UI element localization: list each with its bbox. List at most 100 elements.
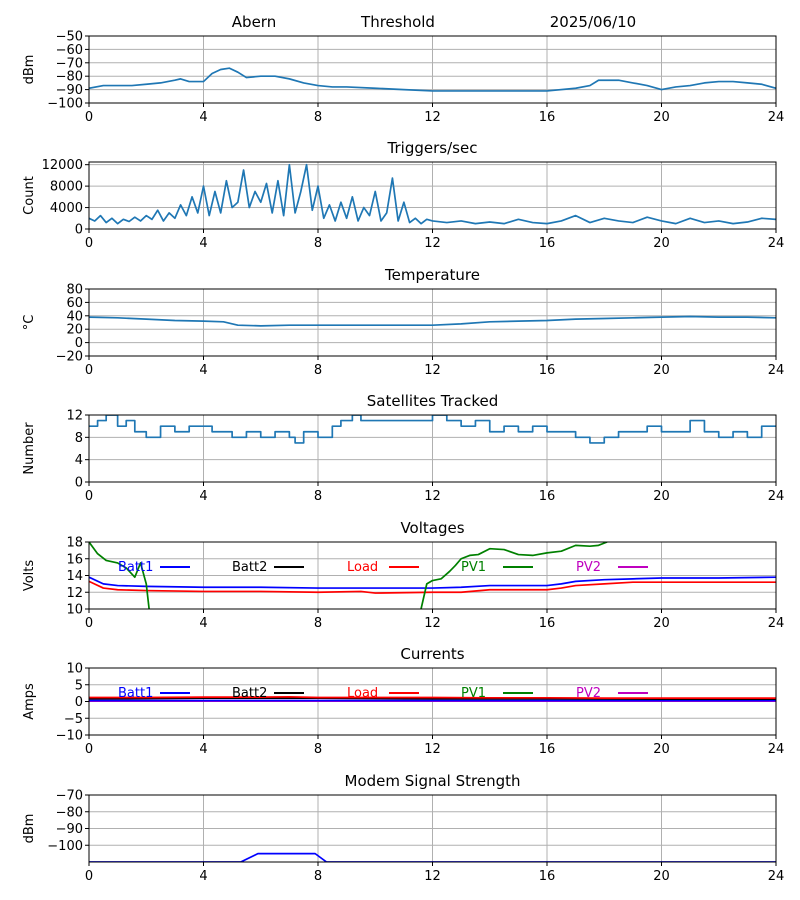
chart-title: Currents <box>400 645 464 663</box>
x-tick-label: 12 <box>424 489 441 504</box>
chart-title: Triggers/sec <box>387 139 478 157</box>
legend-label-batt1: Batt1 <box>118 560 153 575</box>
x-tick-label: 4 <box>199 489 207 504</box>
y-tick-label: 4 <box>75 453 83 468</box>
y-axis-label: dBm <box>22 55 37 85</box>
series-group <box>89 163 776 225</box>
y-tick-label: −100 <box>47 97 83 112</box>
x-tick-label: 16 <box>539 869 556 884</box>
x-tick-label: 24 <box>768 616 785 631</box>
y-tick-label: 20 <box>66 323 83 338</box>
x-tick-label: 8 <box>314 616 322 631</box>
series-group <box>89 542 776 609</box>
x-tick-label: 24 <box>768 742 785 757</box>
y-tick-label: 80 <box>66 283 83 298</box>
x-tick-label: 12 <box>424 363 441 378</box>
x-tick-label: 0 <box>85 616 93 631</box>
series-line-temperature <box>89 315 776 327</box>
series-line-load <box>89 580 776 594</box>
x-tick-label: 4 <box>199 616 207 631</box>
y-tick-label: 5 <box>75 678 83 693</box>
y-axis-label: Volts <box>22 560 37 592</box>
y-tick-label: −80 <box>56 70 83 85</box>
panel-triggers: 0 4 8 12 16 20 24 0 4000 8000 12000 Triggers/sec Cou… <box>22 139 784 251</box>
series-line-threshold <box>89 67 776 92</box>
header-mode: Threshold <box>360 13 435 31</box>
x-tick-label: 24 <box>768 489 785 504</box>
y-tick-label: 18 <box>66 536 83 551</box>
x-tick-label: 0 <box>85 489 93 504</box>
chart-title: Satellites Tracked <box>367 392 498 410</box>
y-tick-label: 40 <box>66 309 83 324</box>
x-tick-label: 8 <box>314 489 322 504</box>
x-tick-label: 12 <box>424 742 441 757</box>
x-tick-label: 16 <box>539 489 556 504</box>
y-tick-label: −70 <box>56 56 83 71</box>
x-tick-label: 24 <box>768 110 785 125</box>
y-tick-label: 8000 <box>50 180 83 195</box>
x-tick-label: 20 <box>653 363 670 378</box>
y-tick-label: 8 <box>75 431 83 446</box>
legend-label-load: Load <box>347 686 378 701</box>
y-axis-label: Number <box>22 422 37 475</box>
y-tick-label: −80 <box>56 805 83 820</box>
series-group <box>89 315 776 327</box>
panel-satellites: 0 4 8 12 16 20 24 0 4 8 12 Satellites Tracked Number <box>22 392 784 504</box>
header-date: 2025/06/10 <box>550 13 636 31</box>
legend-label-pv1: PV1 <box>461 560 486 575</box>
x-tick-label: 0 <box>85 742 93 757</box>
y-tick-label: 12000 <box>42 158 83 173</box>
series-group <box>89 415 776 444</box>
x-tick-label: 24 <box>768 236 785 251</box>
y-tick-label: −100 <box>47 839 83 854</box>
y-tick-label: 0 <box>75 223 83 238</box>
legend-label-pv2: PV2 <box>576 560 601 575</box>
chart-title: Voltages <box>400 519 464 537</box>
y-tick-label: 12 <box>66 586 83 601</box>
panel-modem: 0 4 8 12 16 20 24 −100 −90 −80−70 Modem Signal Str… <box>22 772 784 884</box>
legend-label-pv2: PV2 <box>576 686 601 701</box>
x-tick-label: 16 <box>539 363 556 378</box>
x-tick-label: 4 <box>199 869 207 884</box>
y-tick-label: 4000 <box>50 201 83 216</box>
legend-label-batt2: Batt2 <box>232 560 267 575</box>
legend-label-batt2: Batt2 <box>232 686 267 701</box>
y-axis-label: dBm <box>22 814 37 844</box>
x-tick-label: 0 <box>85 363 93 378</box>
series-line-batt1 <box>89 576 776 589</box>
panel-threshold: 0 4 8 12 16 20 24 −100−90−80−70−60−50 dBm <box>22 30 784 126</box>
legend-label-pv1: PV1 <box>461 686 486 701</box>
x-tick-label: 8 <box>314 110 322 125</box>
y-tick-label: 60 <box>66 296 83 311</box>
x-tick-label: 16 <box>539 616 556 631</box>
y-tick-label: 10 <box>66 662 83 677</box>
x-tick-label: 20 <box>653 742 670 757</box>
x-tick-label: 16 <box>539 110 556 125</box>
series-group <box>89 67 776 92</box>
series-group <box>89 695 776 703</box>
series-line-triggers <box>89 163 776 225</box>
x-tick-label: 12 <box>424 236 441 251</box>
x-tick-label: 20 <box>653 489 670 504</box>
series-line-satellites <box>89 415 776 444</box>
x-tick-label: 8 <box>314 236 322 251</box>
y-tick-label: −90 <box>56 83 83 98</box>
x-tick-label: 4 <box>199 110 207 125</box>
x-tick-label: 8 <box>314 363 322 378</box>
chart-title: Temperature <box>384 266 480 284</box>
y-tick-label: 10 <box>66 603 83 618</box>
series-line-batt2 <box>89 697 776 701</box>
x-tick-label: 12 <box>424 616 441 631</box>
y-tick-label: −20 <box>56 350 83 365</box>
y-tick-label: −90 <box>56 822 83 837</box>
y-tick-label: −70 <box>56 789 83 804</box>
x-tick-label: 24 <box>768 363 785 378</box>
chart-title: Modem Signal Strength <box>345 772 521 790</box>
x-tick-label: 4 <box>199 363 207 378</box>
y-tick-label: −10 <box>56 729 83 744</box>
y-tick-label: 0 <box>75 476 83 491</box>
x-tick-label: 12 <box>424 869 441 884</box>
